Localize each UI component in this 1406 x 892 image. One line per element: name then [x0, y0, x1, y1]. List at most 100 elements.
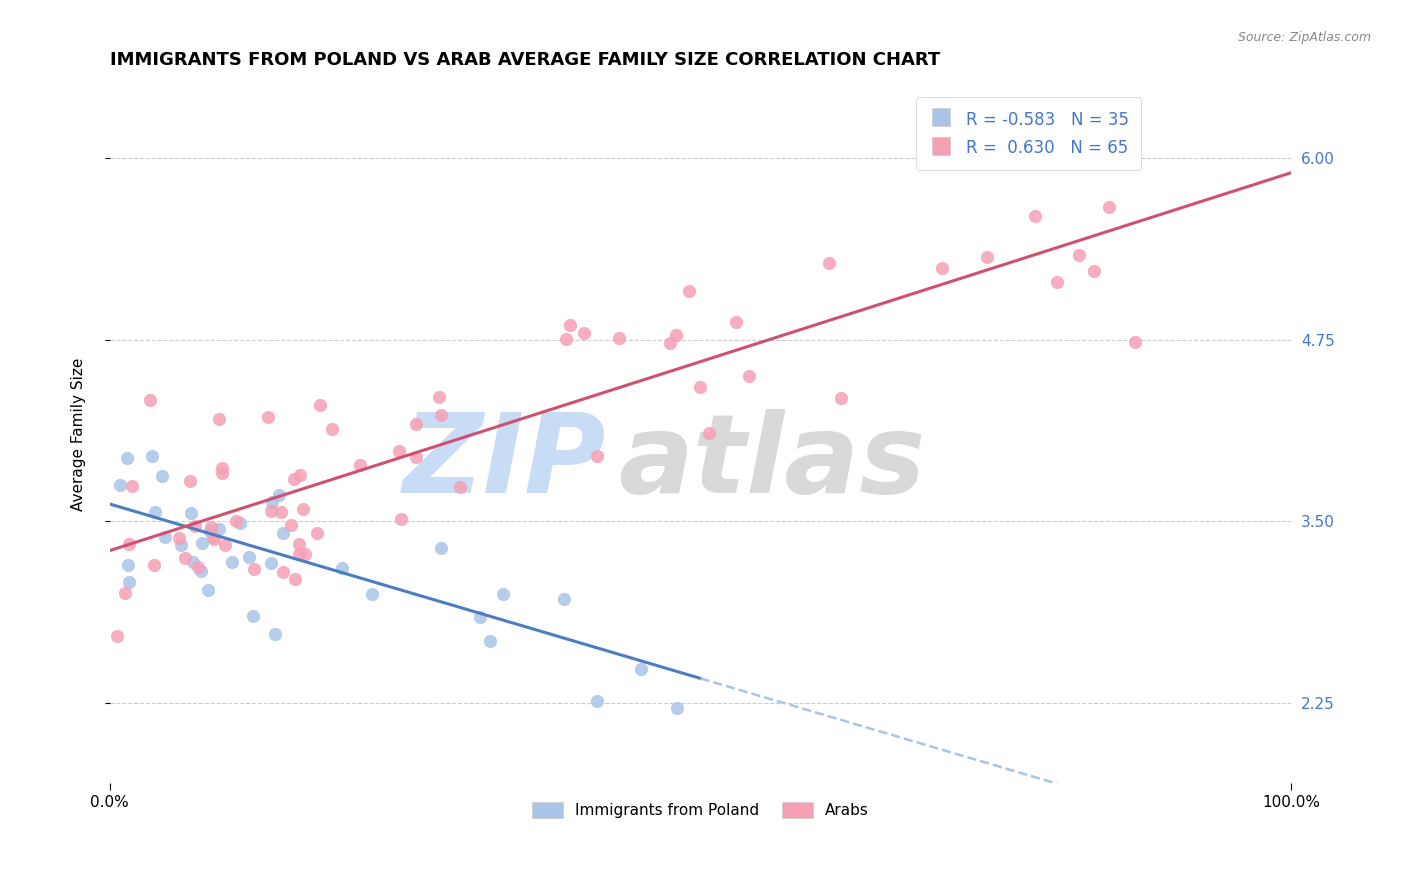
Point [221, 555, 243, 569]
Point [170, 539, 193, 553]
Point [198, 524, 221, 539]
Point [1125, 334, 1147, 349]
Point [405, 450, 427, 465]
Point [830, 391, 852, 405]
Point [174, 550, 197, 565]
Point [689, 379, 711, 393]
Point [150, 469, 173, 483]
Point [280, 517, 302, 532]
Point [260, 504, 283, 518]
Point [207, 522, 229, 536]
Point [607, 331, 630, 345]
Point [208, 411, 231, 425]
Point [555, 332, 578, 346]
Point [114, 586, 136, 600]
Point [553, 591, 575, 606]
Point [138, 392, 160, 407]
Point [117, 558, 139, 572]
Point [180, 506, 202, 520]
Point [1098, 200, 1121, 214]
Text: IMMIGRANTS FROM POLAND VS ARAB AVERAGE FAMILY SIZE CORRELATION CHART: IMMIGRANTS FROM POLAND VS ARAB AVERAGE F… [110, 51, 941, 69]
Text: Source: ZipAtlas.com: Source: ZipAtlas.com [1237, 31, 1371, 45]
Point [449, 480, 471, 494]
Point [658, 336, 681, 351]
Point [586, 694, 609, 708]
Point [389, 512, 412, 526]
Point [264, 627, 287, 641]
Point [1046, 275, 1069, 289]
Point [187, 559, 209, 574]
Point [228, 516, 250, 531]
Point [184, 518, 207, 533]
Point [405, 417, 427, 432]
Point [292, 502, 315, 516]
Point [360, 587, 382, 601]
Point [630, 662, 652, 676]
Point [818, 255, 841, 269]
Point [724, 315, 747, 329]
Point [260, 556, 283, 570]
Point [211, 460, 233, 475]
Point [1067, 248, 1090, 262]
Point [179, 474, 201, 488]
Point [121, 479, 143, 493]
Point [118, 574, 141, 589]
Point [271, 525, 294, 540]
Point [321, 422, 343, 436]
Point [242, 609, 264, 624]
Point [430, 408, 453, 422]
Point [586, 449, 609, 463]
Point [108, 478, 131, 492]
Point [214, 538, 236, 552]
Point [976, 250, 998, 264]
Text: ZIP: ZIP [402, 409, 606, 516]
Point [143, 505, 166, 519]
Point [201, 530, 224, 544]
Point [190, 535, 212, 549]
Legend: Immigrants from Poland, Arabs: Immigrants from Poland, Arabs [526, 796, 875, 824]
Point [427, 390, 450, 404]
Point [558, 318, 581, 332]
Point [1083, 264, 1105, 278]
Point [330, 561, 353, 575]
Point [211, 466, 233, 480]
Point [238, 550, 260, 565]
Point [181, 555, 204, 569]
Point [117, 537, 139, 551]
Point [572, 326, 595, 341]
Point [141, 449, 163, 463]
Point [115, 450, 138, 465]
Point [492, 587, 515, 601]
Point [349, 458, 371, 473]
Point [388, 444, 411, 458]
Point [738, 368, 761, 383]
Point [243, 562, 266, 576]
Point [294, 547, 316, 561]
Point [270, 505, 292, 519]
Point [665, 700, 688, 714]
Point [665, 328, 688, 343]
Y-axis label: Average Family Size: Average Family Size [72, 358, 86, 511]
Point [200, 520, 222, 534]
Point [197, 583, 219, 598]
Point [931, 261, 953, 276]
Point [283, 472, 305, 486]
Point [107, 629, 129, 643]
Point [267, 488, 290, 502]
Point [190, 564, 212, 578]
Point [678, 284, 700, 298]
Point [225, 514, 247, 528]
Point [256, 410, 278, 425]
Point [288, 547, 311, 561]
Point [153, 529, 176, 543]
Point [273, 565, 295, 579]
Point [430, 541, 453, 556]
Point [288, 537, 311, 551]
Point [142, 558, 165, 573]
Point [260, 494, 283, 508]
Point [1024, 209, 1046, 223]
Point [284, 572, 307, 586]
Text: atlas: atlas [617, 409, 925, 516]
Point [470, 609, 492, 624]
Point [478, 633, 501, 648]
